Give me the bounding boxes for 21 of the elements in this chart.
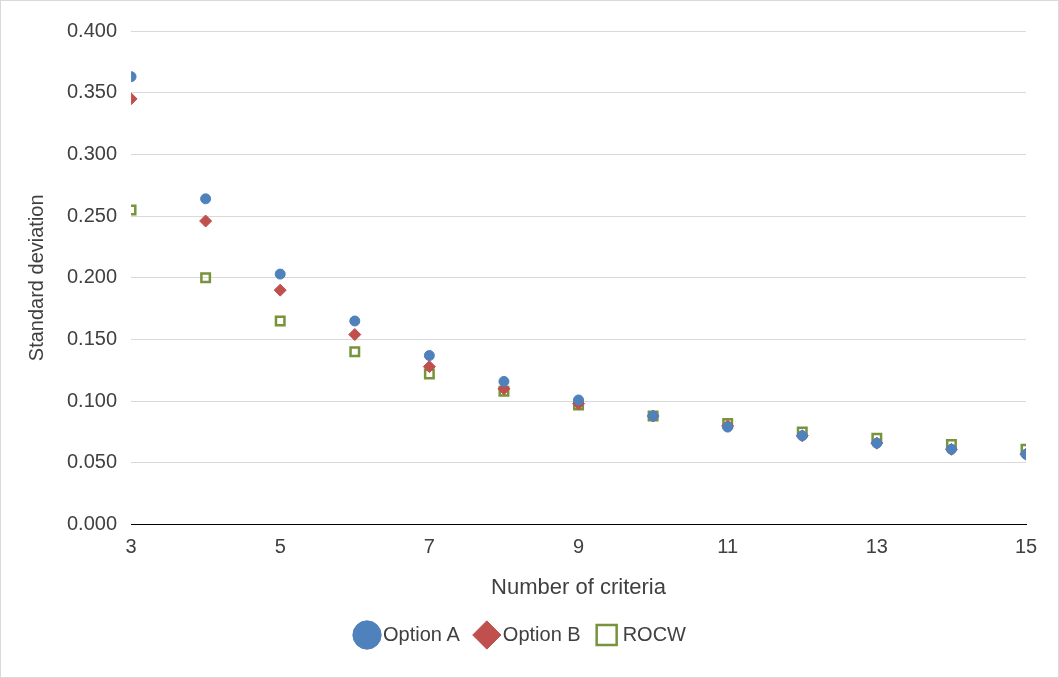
y-tick-label: 0.100 [66,388,118,411]
x-tick-label: 13 [865,535,888,558]
legend-label: ROCW [622,622,687,645]
y-tick-label: 0.050 [66,450,118,473]
legend-label: Option B [502,622,581,645]
y-tick-label: 0.150 [66,327,118,350]
y-axis-title: Standard deviation [24,194,47,362]
y-tick-label: 0.000 [66,512,118,535]
x-tick-label: 3 [125,535,137,558]
x-tick-label: 9 [572,535,585,558]
x-tick-label: 5 [274,535,286,558]
x-tick-label: 11 [717,535,739,558]
x-tick-label: 15 [1014,535,1038,558]
y-tick-label: 0.300 [66,141,118,164]
legend-label: Option A [383,622,461,645]
y-tick-label: 0.400 [66,18,118,41]
x-tick-label: 7 [423,535,435,558]
y-tick-label: 0.350 [66,80,118,103]
y-tick-label: 0.200 [66,265,118,288]
x-axis-title: Number of criteria [491,573,667,599]
y-tick-label: 0.250 [66,203,118,226]
